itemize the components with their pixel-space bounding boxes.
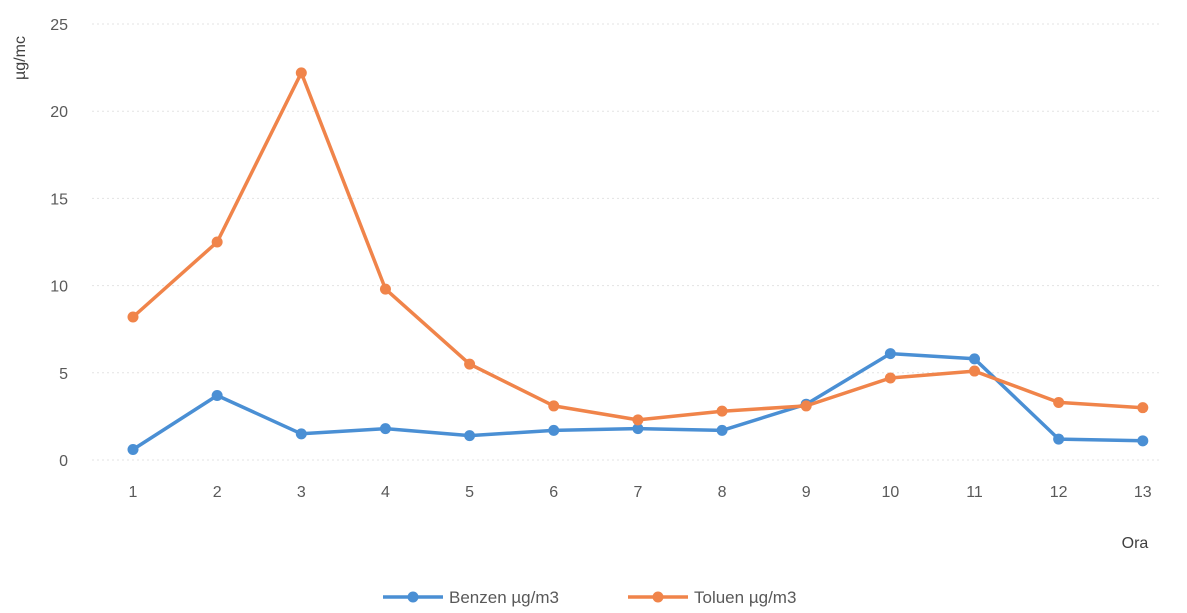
data-point [884,348,896,360]
y-tick-label: 20 [50,104,68,121]
data-point [1137,402,1149,414]
y-tick-label: 15 [50,191,68,208]
x-axis-title: Ora [1122,535,1149,552]
data-point [464,358,476,370]
x-tick-label: 7 [633,484,642,501]
data-point [716,424,728,436]
data-point [211,389,223,401]
x-tick-label: 12 [1050,484,1068,501]
data-point [1053,396,1065,408]
data-point [969,365,980,377]
series-2 [127,67,1149,426]
x-tick-label: 1 [129,484,138,501]
data-point [632,414,644,426]
legend-label: Toluen µg/m3 [694,588,796,607]
data-point [800,400,812,412]
y-tick-label: 5 [59,366,68,383]
data-point [1053,433,1065,445]
y-tick-label: 25 [50,17,68,34]
data-point [1137,435,1149,447]
data-point [548,424,560,436]
data-point [211,236,223,248]
series-line [131,351,1145,452]
y-tick-label: 0 [59,453,68,470]
data-point [969,353,980,365]
y-axis-ticks: 0 5 10 15 20 25 [50,17,68,470]
data-point [127,444,139,456]
x-tick-label: 13 [1134,484,1152,501]
data-point [884,372,896,384]
data-point [379,283,391,295]
legend-item: Toluen µg/m3 [628,588,796,607]
data-point [632,423,644,435]
y-tick-label: 10 [50,279,68,296]
data-point [295,428,307,440]
x-tick-label: 4 [381,484,390,501]
data-point [464,430,476,442]
x-tick-label: 5 [465,484,474,501]
series-lines [127,67,1149,456]
data-point [716,405,728,417]
legend-label: Benzen µg/m3 [449,588,559,607]
x-tick-label: 10 [881,484,899,501]
x-tick-label: 8 [718,484,727,501]
gridlines [92,23,1160,461]
x-tick-label: 2 [213,484,222,501]
y-axis-title: µg/mc [12,36,29,80]
data-point [548,400,560,412]
data-point [379,423,391,435]
legend-swatch-marker [407,591,419,603]
data-point [295,67,307,79]
x-axis-ticks: 1 2 3 4 5 6 7 8 9 10 11 12 13 [129,484,1152,501]
x-tick-label: 9 [802,484,811,501]
x-tick-label: 6 [549,484,558,501]
legend-item: Benzen µg/m3 [383,588,559,607]
x-tick-label: 11 [966,484,983,501]
series-line [131,71,1145,422]
legend-swatch-marker [652,591,664,603]
x-tick-label: 3 [297,484,306,501]
legend: Benzen µg/m3 Toluen µg/m3 [383,588,796,607]
series-1 [127,348,1149,456]
data-point [127,311,139,323]
